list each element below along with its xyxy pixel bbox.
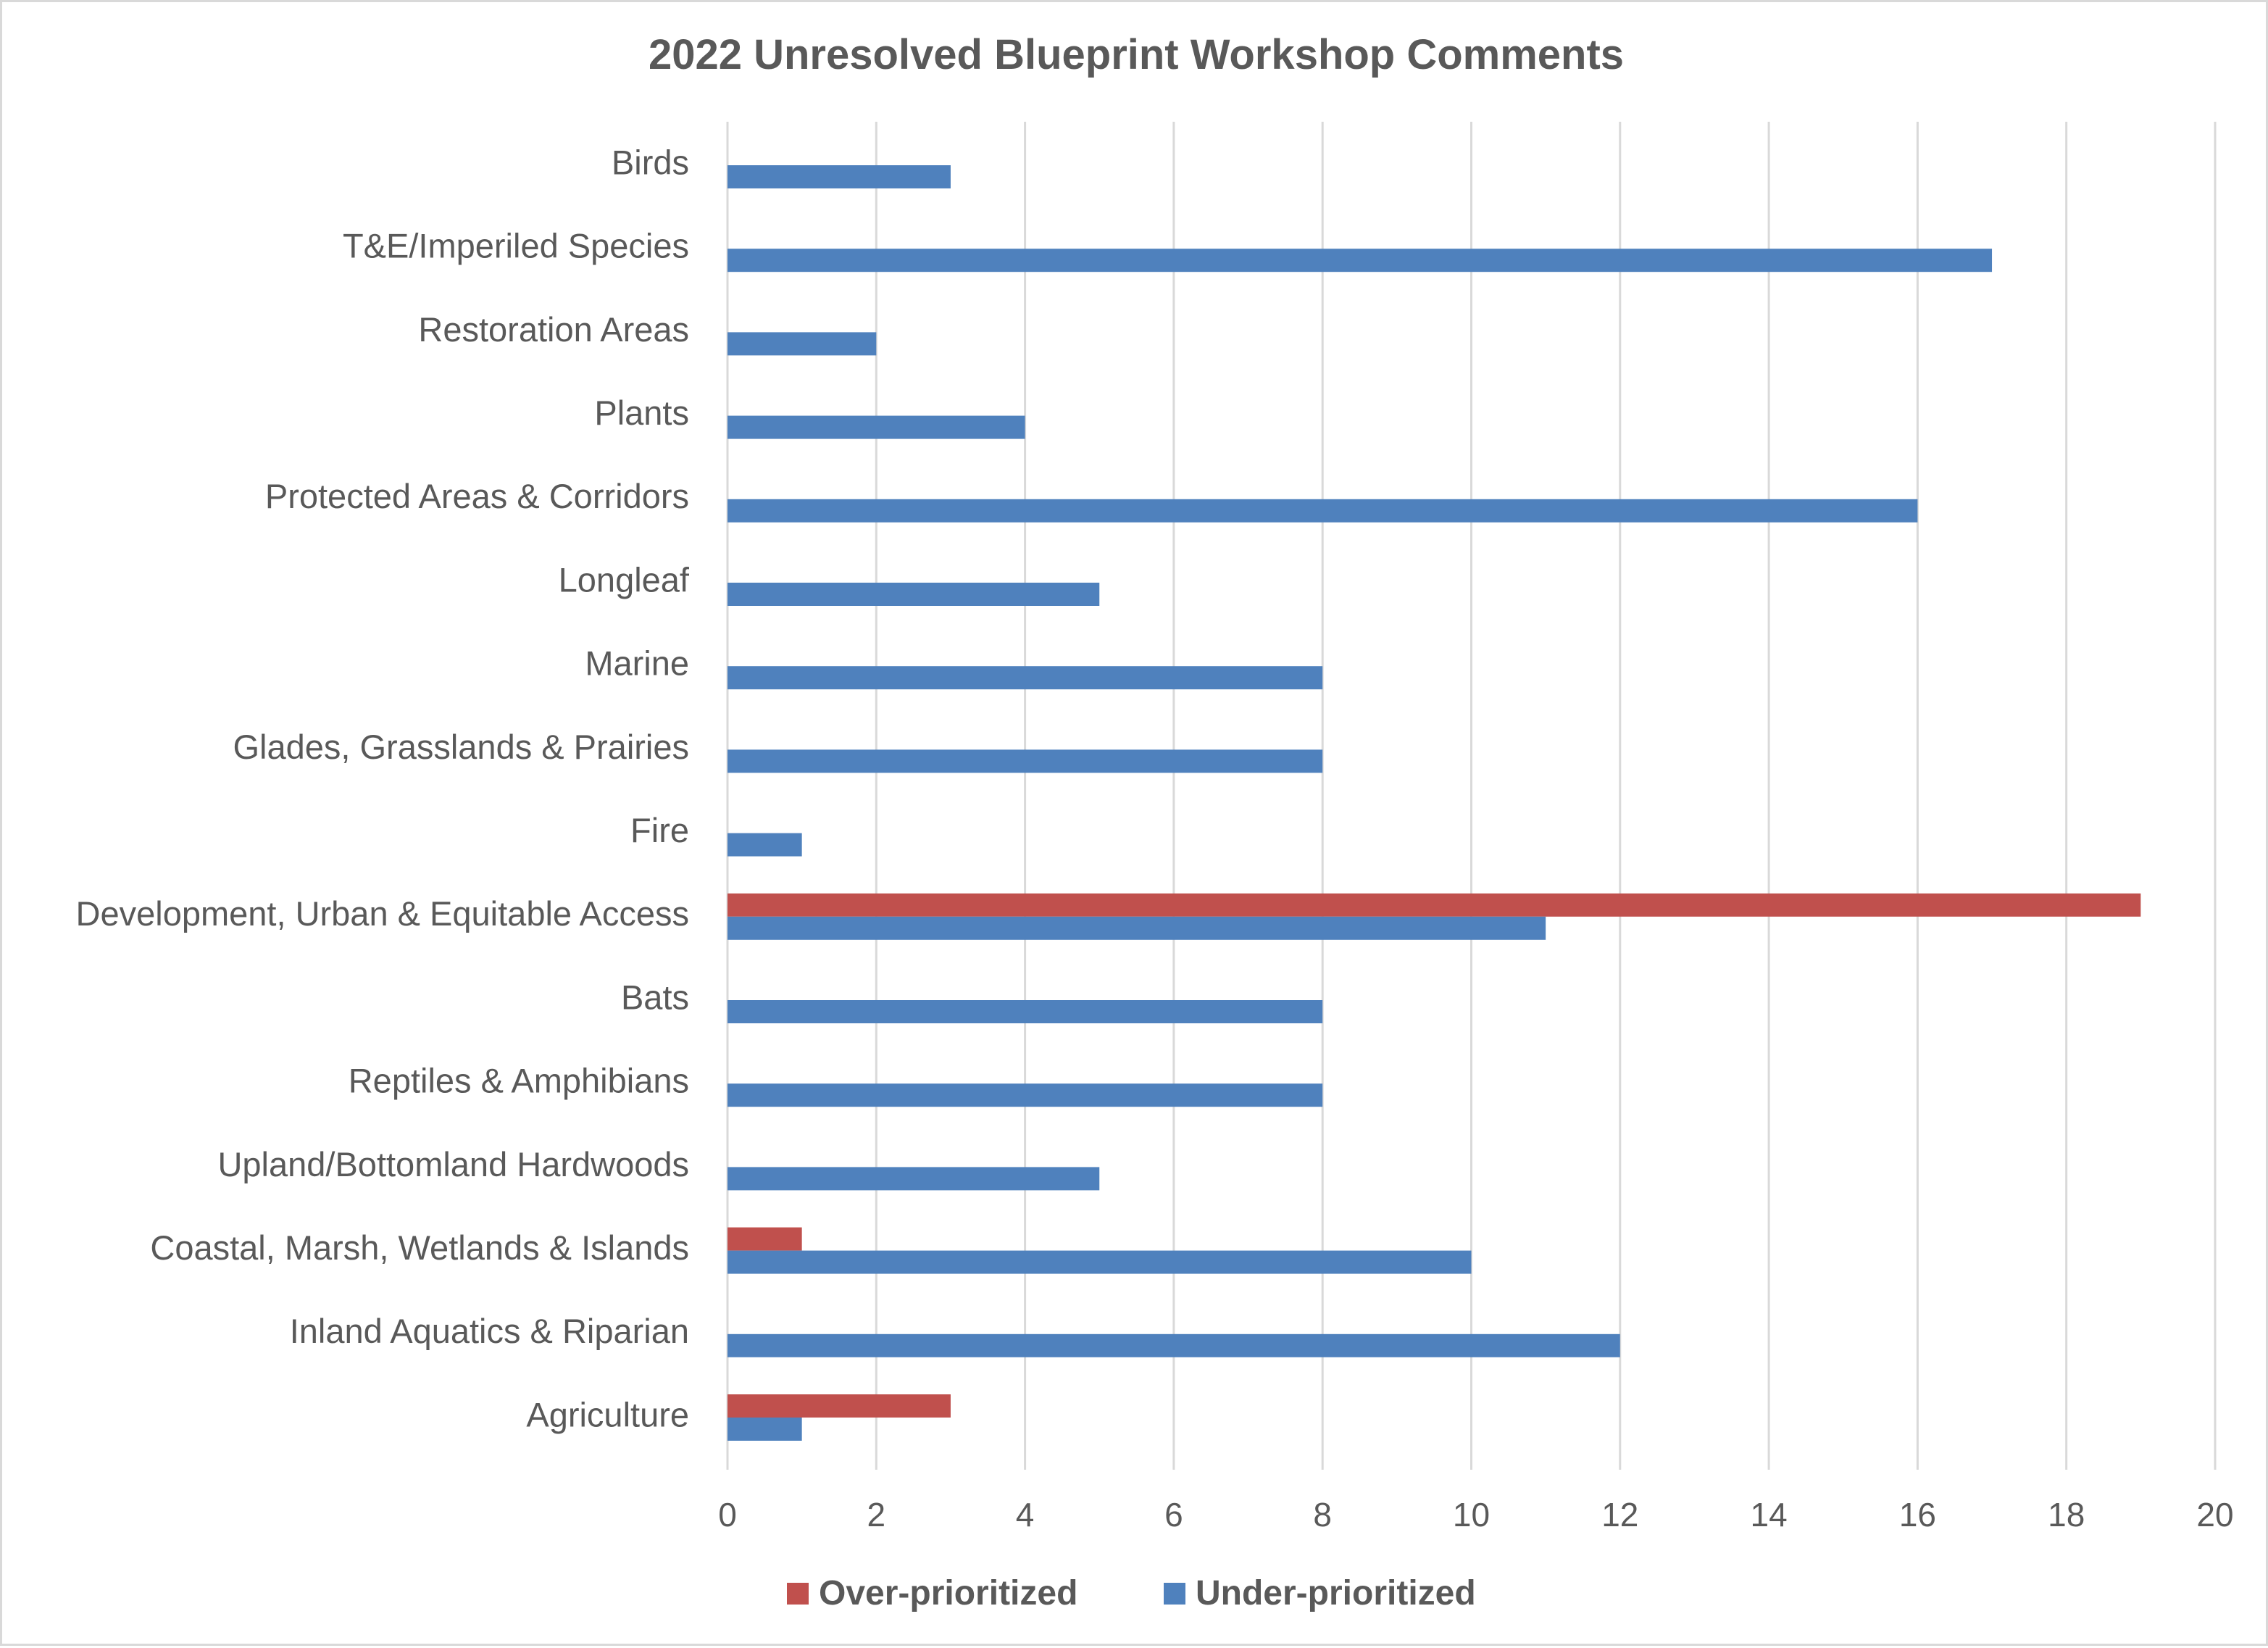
bar-under-prioritized (727, 415, 1025, 439)
x-tick-label: 4 (1016, 1496, 1035, 1533)
x-tick-label: 10 (1453, 1496, 1490, 1533)
bar-under-prioritized (727, 332, 877, 356)
bar-under-prioritized (727, 499, 1918, 523)
category-label: Coastal, Marsh, Wetlands & Islands (150, 1228, 689, 1267)
category-label: Development, Urban & Equitable Access (76, 894, 689, 933)
category-label: Glades, Grasslands & Prairies (233, 728, 689, 766)
x-tick-label: 14 (1751, 1496, 1788, 1533)
x-tick-label: 0 (718, 1496, 737, 1533)
x-tick-label: 18 (2048, 1496, 2085, 1533)
bar-under-prioritized (727, 249, 1993, 272)
bar-under-prioritized (727, 749, 1323, 773)
category-label: Reptiles & Amphibians (349, 1062, 689, 1100)
category-label: T&E/Imperiled Species (343, 227, 689, 265)
x-tick-label: 8 (1313, 1496, 1332, 1533)
bar-under-prioritized (727, 833, 802, 857)
legend-label: Under-prioritized (1196, 1574, 1476, 1612)
bar-under-prioritized (727, 666, 1323, 690)
bar-over-prioritized (727, 1394, 951, 1418)
x-tick-label: 16 (1899, 1496, 1936, 1533)
legend-swatch (787, 1583, 809, 1605)
x-tick-label: 6 (1164, 1496, 1183, 1533)
bars (727, 165, 2141, 1441)
bar-under-prioritized (727, 1083, 1323, 1107)
legend: Over-prioritized Under-prioritized (787, 1574, 1476, 1612)
bar-under-prioritized (727, 583, 1100, 606)
category-label: Marine (585, 644, 689, 683)
category-label: Upland/Bottomland Hardwoods (217, 1145, 689, 1183)
bar-over-prioritized (727, 893, 2141, 917)
category-label: Protected Areas & Corridors (265, 477, 689, 515)
x-tick-label: 2 (867, 1496, 886, 1533)
x-tick-label: 12 (1601, 1496, 1638, 1533)
category-label: Restoration Areas (418, 310, 689, 349)
bar-under-prioritized (727, 1000, 1323, 1023)
legend-swatch (1164, 1583, 1185, 1605)
bar-under-prioritized (727, 1333, 1620, 1357)
category-label: Birds (612, 143, 689, 181)
category-label: Inland Aquatics & Riparian (290, 1312, 689, 1350)
bar-under-prioritized (727, 916, 1546, 940)
chart-title: 2022 Unresolved Blueprint Workshop Comme… (649, 31, 1624, 78)
category-labels: Birds T&E/Imperiled Species Restoration Ar… (76, 143, 690, 1433)
category-label: Fire (630, 811, 689, 849)
bar-under-prioritized (727, 165, 951, 188)
legend-label: Over-prioritized (819, 1574, 1077, 1612)
bar-under-prioritized (727, 1167, 1100, 1191)
x-axis-tick-labels: 0 2 4 6 8 10 12 14 16 18 20 (718, 1496, 2233, 1533)
bar-over-prioritized (727, 1227, 802, 1251)
category-label: Agriculture (526, 1395, 689, 1433)
bar-under-prioritized (727, 1418, 802, 1441)
category-label: Bats (621, 978, 689, 1016)
category-label: Longleaf (559, 560, 690, 599)
x-tick-label: 20 (2196, 1496, 2233, 1533)
category-label: Plants (594, 394, 689, 432)
bar-under-prioritized (727, 1250, 1472, 1274)
